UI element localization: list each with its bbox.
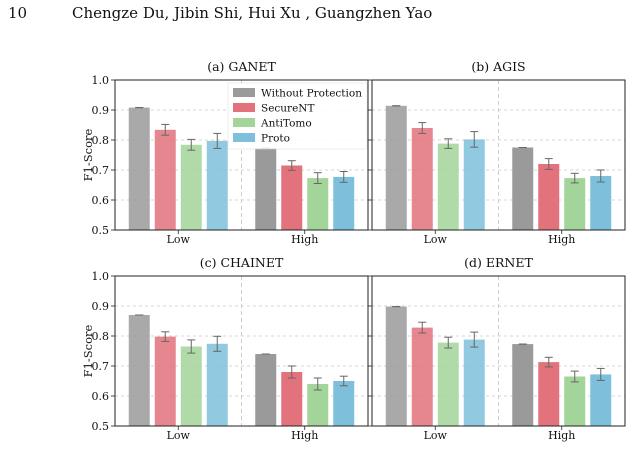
panel-title: (b) AGIS	[471, 59, 525, 74]
bar-proto-low	[206, 140, 228, 230]
figure: (a) GANET 0.5 0.6 0.7 0.8 0.9 1.0 F1-Score Low Hi…	[0, 34, 630, 446]
panel-title: (d) ERNET	[464, 255, 533, 270]
legend-swatch	[233, 103, 255, 112]
bar-antitomo-low	[180, 346, 202, 426]
panel-title: (a) GANET	[207, 59, 276, 74]
y-axis-label: F1-Score	[81, 324, 95, 377]
plot-frame	[114, 275, 369, 427]
legend-swatch	[233, 88, 255, 97]
bar-securent-low	[154, 129, 176, 230]
plot-frame	[371, 275, 626, 427]
y-tick-label: 0.5	[92, 224, 110, 237]
legend-swatch	[233, 118, 255, 127]
chart-panel-1: (a) GANET 0.5 0.6 0.7 0.8 0.9 1.0 F1-Score Low Hi…	[81, 59, 369, 246]
bar-proto-low	[463, 339, 485, 426]
bar-without-protection-low	[128, 107, 150, 230]
bar-without-protection-low	[385, 105, 407, 230]
x-tick-label: Low	[424, 233, 448, 246]
bar-antitomo-low	[180, 144, 202, 230]
bar-securent-high	[281, 165, 303, 230]
legend-label: AntiTomo	[260, 118, 312, 130]
legend-swatch	[233, 133, 255, 142]
bar-antitomo-low	[437, 143, 459, 230]
bar-proto-high	[590, 176, 612, 230]
x-tick-label: Low	[167, 233, 191, 246]
bar-without-protection-high	[255, 354, 277, 426]
bar-proto-high	[333, 176, 355, 230]
bar-securent-low	[411, 327, 433, 426]
y-tick-label: 0.6	[92, 390, 110, 403]
author-line: Chengze Du, Jibin Shi, Hui Xu , Guangzhe…	[72, 4, 433, 22]
y-tick-label: 0.7	[92, 360, 110, 373]
panel-title: (c) CHAINET	[200, 255, 284, 270]
chart-panel-2: (b) AGIS Low High	[368, 59, 626, 246]
legend-label: SecureNT	[261, 103, 314, 115]
bar-without-protection-high	[255, 148, 277, 230]
page-number: 10	[8, 4, 28, 22]
plot-frame	[114, 79, 369, 231]
bar-without-protection-high	[512, 147, 534, 230]
y-tick-label: 0.5	[92, 420, 110, 433]
x-tick-label: High	[548, 429, 575, 442]
bar-without-protection-low	[128, 315, 150, 426]
chart-panel-4: (d) ERNET Low High	[368, 255, 626, 442]
y-axis-label: F1-Score	[81, 128, 95, 181]
legend: Without Protection SecureNT AntiTomo Proto	[227, 82, 368, 150]
x-tick-label: High	[291, 233, 318, 246]
x-tick-label: High	[291, 429, 318, 442]
bar-antitomo-high	[564, 178, 586, 230]
bar-without-protection-low	[385, 306, 407, 426]
bar-without-protection-high	[512, 344, 534, 426]
bar-antitomo-high	[307, 178, 329, 230]
y-tick-label: 0.8	[92, 330, 110, 343]
y-tick-label: 0.9	[92, 104, 110, 117]
chart-panel-3: (c) CHAINET 0.5 0.6 0.7 0.8 0.9 1.0 F1-Score Low…	[81, 255, 369, 442]
bar-securent-high	[538, 164, 560, 230]
legend-label: Proto	[261, 133, 290, 145]
plot-frame	[371, 79, 626, 231]
bar-proto-low	[463, 139, 485, 230]
figure-svg: (a) GANET 0.5 0.6 0.7 0.8 0.9 1.0 F1-Score Low Hi…	[81, 59, 626, 442]
bar-proto-high	[333, 381, 355, 426]
bar-proto-high	[590, 374, 612, 426]
y-tick-label: 0.7	[92, 164, 110, 177]
bar-antitomo-low	[437, 342, 459, 426]
y-tick-label: 1.0	[92, 270, 110, 283]
bar-securent-low	[411, 128, 433, 230]
bar-securent-high	[281, 372, 303, 426]
y-tick-label: 0.8	[92, 134, 110, 147]
x-tick-label: Low	[424, 429, 448, 442]
bar-securent-low	[154, 336, 176, 426]
bar-securent-high	[538, 362, 560, 426]
y-tick-label: 1.0	[92, 74, 110, 87]
bar-antitomo-high	[307, 384, 329, 426]
bar-antitomo-high	[564, 376, 586, 426]
bar-proto-low	[206, 343, 228, 426]
x-tick-label: Low	[167, 429, 191, 442]
page-header: 10 Chengze Du, Jibin Shi, Hui Xu , Guang…	[0, 0, 630, 34]
legend-label: Without Protection	[261, 88, 362, 100]
y-tick-label: 0.6	[92, 194, 110, 207]
x-tick-label: High	[548, 233, 575, 246]
y-tick-label: 0.9	[92, 300, 110, 313]
